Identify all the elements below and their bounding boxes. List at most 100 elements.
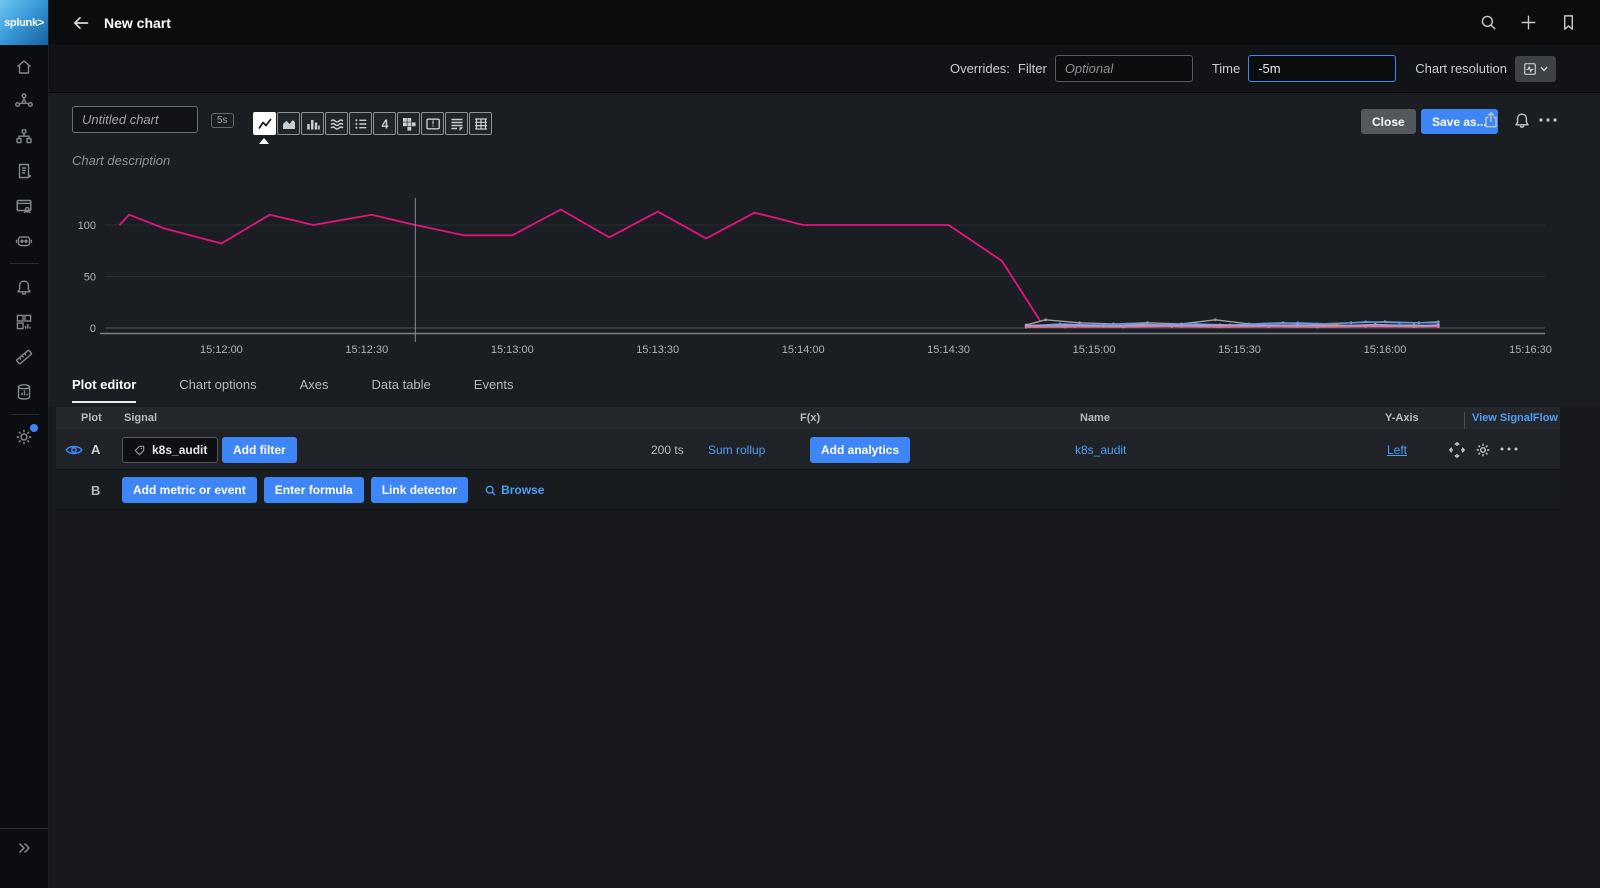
tab-data-table[interactable]: Data table — [372, 377, 431, 403]
series-marker — [1296, 324, 1299, 327]
chart-type-heatmap-icon[interactable] — [397, 112, 420, 135]
chart-title-input[interactable] — [72, 106, 198, 133]
timeseries-chart[interactable]: 05010015:12:0015:12:3015:13:0015:13:3015… — [60, 190, 1560, 360]
browse-link[interactable]: Browse — [484, 483, 544, 497]
view-signalflow-link[interactable]: View SignalFlow — [1472, 412, 1558, 424]
series-marker — [1316, 326, 1319, 329]
alert-bell-icon[interactable] — [1512, 111, 1532, 131]
series-marker — [1398, 321, 1401, 324]
add-filter-button[interactable]: Add filter — [222, 437, 297, 463]
chart-type-event-feed-icon[interactable]: ! — [421, 112, 444, 135]
chart-type-single-value-icon[interactable]: 4 — [373, 112, 396, 135]
x-tick-label: 15:14:30 — [927, 344, 970, 356]
alerts-bell-icon[interactable] — [14, 278, 34, 298]
col-header-signal: Signal — [124, 412, 157, 424]
settings-notification-dot — [30, 424, 38, 432]
series-marker — [1413, 325, 1416, 328]
rum-icon[interactable] — [14, 196, 34, 216]
col-header-plot: Plot — [81, 412, 102, 424]
expand-sidebar-icon[interactable] — [14, 838, 34, 858]
series-marker — [1122, 326, 1125, 329]
tab-axes[interactable]: Axes — [300, 377, 329, 403]
series-marker — [1141, 324, 1144, 327]
chart-type-table-icon[interactable] — [469, 112, 492, 135]
synthetics-icon[interactable] — [14, 231, 34, 251]
move-plot-icon[interactable] — [1447, 440, 1467, 460]
page-title: New chart — [104, 15, 171, 31]
series-marker — [1064, 324, 1067, 327]
chart-resolution-label: Chart resolution — [1415, 61, 1507, 76]
series-marker — [1170, 325, 1173, 328]
chart-description-field[interactable]: Chart description — [72, 153, 170, 168]
plot-visibility-eye-icon[interactable] — [64, 440, 84, 460]
link-detector-button[interactable]: Link detector — [371, 477, 468, 503]
chart-type-text-icon[interactable] — [445, 112, 468, 135]
chart-type-stream-icon[interactable] — [325, 112, 348, 135]
apm-icon[interactable] — [14, 92, 34, 112]
browse-link-label: Browse — [501, 483, 544, 497]
chart-type-list-icon[interactable] — [349, 112, 372, 135]
sidebar-divider — [0, 828, 49, 829]
plot-name-link[interactable]: k8s_audit — [1075, 443, 1126, 457]
share-icon[interactable] — [1481, 110, 1501, 130]
browse-search-icon — [484, 484, 497, 497]
add-analytics-button[interactable]: Add analytics — [810, 437, 910, 463]
filter-override-input[interactable] — [1055, 55, 1193, 82]
plot-editor-table: Plot Signal F(x) Name Y-Axis View Signal… — [56, 407, 1560, 510]
chart-type-line-icon[interactable] — [253, 112, 276, 135]
col-header-yaxis: Y-Axis — [1385, 412, 1419, 424]
rollup-link[interactable]: Sum rollup — [708, 443, 765, 457]
back-arrow-icon[interactable] — [71, 13, 91, 33]
plot-label-a: A — [91, 442, 100, 457]
plot-row-a: A k8s_audit Add filter 200 ts Sum rollup… — [56, 429, 1560, 470]
metric-finder-icon[interactable] — [14, 382, 34, 402]
x-tick-label: 15:13:00 — [491, 344, 534, 356]
plot-label-b: B — [91, 483, 100, 498]
series-marker — [1214, 318, 1217, 321]
splunk-observability-app: splunk> — [0, 0, 1600, 888]
chart-resolution-button[interactable] — [1515, 56, 1556, 82]
chart-type-area-icon[interactable] — [277, 112, 300, 135]
series-marker — [1374, 323, 1377, 326]
add-metric-or-event-button[interactable]: Add metric or event — [122, 477, 257, 503]
plot-display-sun-icon[interactable] — [1473, 440, 1493, 460]
signal-chip[interactable]: k8s_audit — [122, 437, 218, 463]
series-marker — [1437, 325, 1440, 328]
x-tick-label: 15:16:00 — [1364, 344, 1407, 356]
x-tick-label: 15:14:00 — [782, 344, 825, 356]
series-marker — [1364, 320, 1367, 323]
timeseries-count: 200 ts — [651, 443, 684, 457]
infrastructure-icon[interactable] — [14, 127, 34, 147]
splunk-logo[interactable]: splunk> — [0, 0, 48, 45]
bookmark-icon[interactable] — [1559, 13, 1578, 32]
selected-type-caret — [259, 138, 269, 144]
col-header-fx: F(x) — [800, 412, 820, 424]
tab-plot-editor[interactable]: Plot editor — [72, 377, 136, 403]
tab-events[interactable]: Events — [474, 377, 514, 403]
close-button[interactable]: Close — [1361, 109, 1416, 134]
dashboards-icon[interactable] — [14, 312, 34, 332]
resolution-pulse-icon — [1523, 62, 1537, 76]
plot-table-header: Plot Signal F(x) Name Y-Axis View Signal… — [56, 407, 1560, 429]
yaxis-link[interactable]: Left — [1387, 443, 1407, 457]
search-icon[interactable] — [1479, 13, 1498, 32]
plot-more-ellipsis-icon[interactable] — [1499, 444, 1519, 464]
enter-formula-button[interactable]: Enter formula — [264, 477, 364, 503]
svg-text:!: ! — [431, 118, 434, 128]
x-tick-label: 15:13:30 — [636, 344, 679, 356]
more-ellipsis-icon[interactable] — [1538, 115, 1558, 135]
series-marker — [1267, 325, 1270, 328]
metrics-ruler-icon[interactable] — [14, 347, 34, 367]
settings-gear-icon[interactable] — [14, 427, 34, 447]
x-tick-label: 15:16:30 — [1509, 344, 1552, 356]
tab-chart-options[interactable]: Chart options — [179, 377, 256, 403]
series-marker — [1025, 326, 1028, 329]
add-plus-icon[interactable] — [1519, 13, 1538, 32]
chart-type-column-icon[interactable] — [301, 112, 324, 135]
x-tick-label: 15:15:30 — [1218, 344, 1261, 356]
time-range-input[interactable] — [1248, 55, 1396, 82]
editor-tabs: Plot editor Chart options Axes Data tabl… — [72, 377, 514, 403]
plot-row-b: B Add metric or event Enter formula Link… — [56, 470, 1560, 510]
log-observer-icon[interactable] — [14, 161, 34, 181]
home-icon[interactable] — [14, 57, 34, 77]
